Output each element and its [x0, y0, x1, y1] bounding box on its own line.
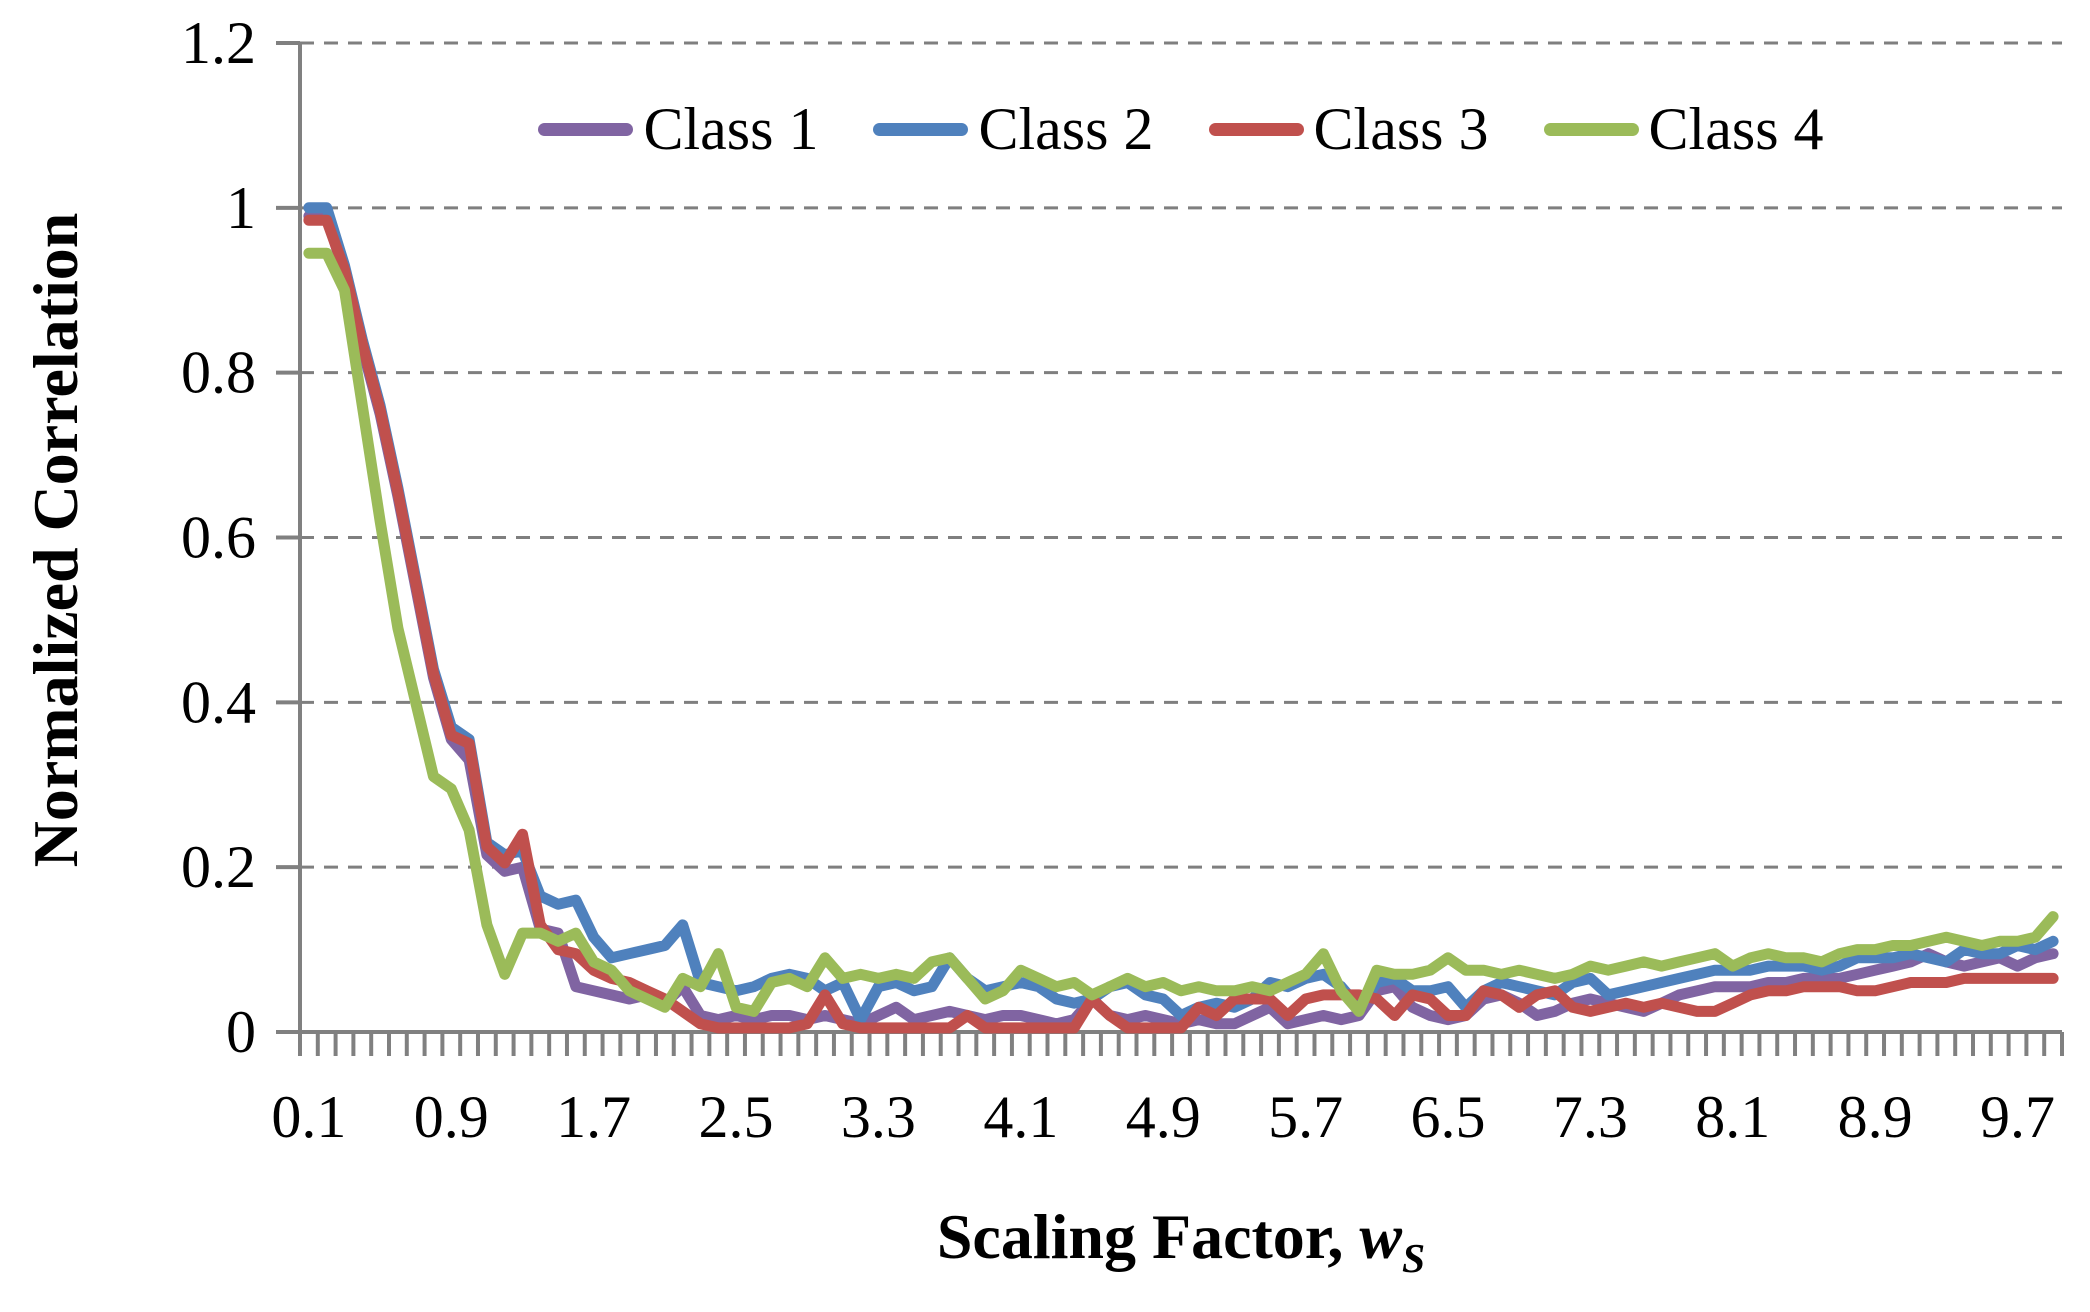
legend-label-class-4: Class 4	[1648, 96, 1824, 162]
x-axis-title-subscript: S	[1402, 1234, 1426, 1281]
legend-item-class-1: Class 1	[538, 99, 818, 159]
x-axis-title-variable: w	[1359, 1201, 1403, 1272]
y-tick-label: 0.8	[181, 340, 256, 406]
series-line-class-2	[303, 202, 2059, 1026]
legend-item-class-4: Class 4	[1543, 96, 1824, 162]
x-tick-label: 0.1	[271, 1084, 346, 1150]
legend-swatch-class-3	[1208, 122, 1304, 136]
x-tick-label: 3.3	[841, 1084, 916, 1150]
legend-swatch-class-4	[1543, 122, 1639, 136]
legend-label-class-2: Class 2	[978, 96, 1154, 162]
y-tick-label: 0.2	[181, 834, 256, 900]
x-tick-label: 4.1	[983, 1084, 1058, 1150]
legend-label-class-1: Class 1	[643, 96, 819, 162]
y-tick-label: 0	[226, 999, 256, 1065]
legend-item-class-2: Class 2	[873, 96, 1154, 162]
x-tick-label: 6.5	[1410, 1084, 1485, 1150]
x-tick-label: 1.7	[556, 1084, 631, 1150]
series-line-class-1	[303, 210, 2059, 1030]
legend-swatch-class-2	[873, 122, 969, 136]
legend-swatch-class-1	[538, 122, 634, 136]
x-tick-label: 2.5	[699, 1084, 774, 1150]
x-tick-label: 0.9	[414, 1084, 489, 1150]
x-tick-label: 8.1	[1695, 1084, 1770, 1150]
legend-label-class-3: Class 3	[1313, 96, 1489, 162]
legend-item-class-3: Class 3	[1208, 96, 1489, 162]
y-tick-label: 0.4	[181, 669, 256, 735]
y-tick-label: 1.2	[181, 10, 256, 76]
y-axis-title: Normalized Correlation	[20, 212, 91, 868]
series-line-class-4	[303, 247, 2059, 1017]
x-tick-label: 5.7	[1268, 1084, 1343, 1150]
y-tick-label: 0.6	[181, 505, 256, 571]
x-tick-label: 9.7	[1980, 1084, 2055, 1150]
y-tick-label: 1	[226, 175, 256, 241]
x-tick-label: 8.9	[1838, 1084, 1913, 1150]
x-tick-label: 7.3	[1553, 1084, 1628, 1150]
x-axis-title: Scaling Factor, wS	[300, 1200, 2062, 1279]
x-axis-title-text: Scaling Factor,	[936, 1201, 1360, 1272]
x-tick-label: 4.9	[1126, 1084, 1201, 1150]
legend: Class 1 Class 2 Class 3 Class 4	[300, 92, 2062, 166]
series-line-class-3	[303, 214, 2059, 1034]
